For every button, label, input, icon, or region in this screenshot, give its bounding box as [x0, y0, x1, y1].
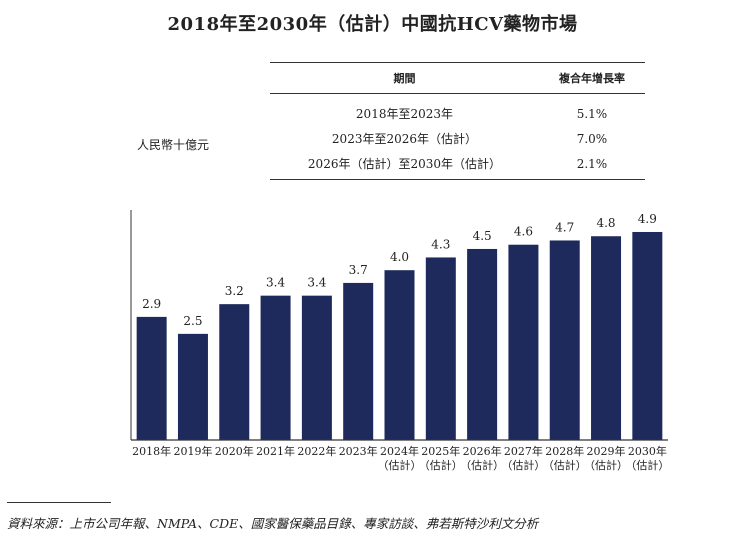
bar — [425, 257, 456, 440]
bar — [384, 270, 415, 440]
x-tick-label: 2019年 — [173, 444, 212, 458]
bar-chart: 2.9 2018年 2.5 2019年 3.2 2020年 3.4 2021年 3.4 2022年… — [130, 210, 669, 472]
x-tick-label: 2020年 — [215, 444, 254, 458]
bar — [301, 295, 332, 440]
x-tick-label: （估計） — [378, 458, 422, 472]
bar — [177, 333, 208, 440]
data-label: 3.7 — [349, 263, 368, 277]
bar — [549, 240, 580, 440]
x-tick-label: （估計） — [584, 458, 628, 472]
bar — [219, 304, 250, 440]
x-tick-label: （估計） — [625, 458, 669, 472]
x-tick-label: 2025年 — [421, 444, 460, 458]
cagr-row: 2026年（估計）至2030年（估計） 2.1% — [270, 151, 645, 180]
bar — [508, 244, 539, 440]
cagr-row: 2023年至2026年（估計） 7.0% — [270, 126, 645, 151]
data-label: 3.2 — [225, 284, 244, 298]
x-tick-label: 2026年 — [463, 444, 502, 458]
cagr-period: 2026年（估計）至2030年（估計） — [270, 151, 539, 180]
cagr-table: 期間 複合年增長率 2018年至2023年 5.1% 2023年至2026年（估… — [270, 62, 645, 180]
bar — [632, 231, 663, 440]
y-axis-unit-label: 人民幣十億元 — [137, 138, 210, 152]
cagr-row: 2018年至2023年 5.1% — [270, 94, 645, 127]
x-tick-label: 2027年 — [504, 444, 543, 458]
cagr-rate: 5.1% — [576, 106, 608, 121]
data-label: 4.9 — [638, 212, 657, 226]
x-tick-label: 2018年 — [132, 444, 171, 458]
bar — [136, 316, 167, 440]
cagr-period: 2018年至2023年 — [355, 107, 454, 121]
source-note: 資料來源：上市公司年報、NMPA、CDE、國家醫保藥品目錄、專家訪談、弗若斯特沙… — [7, 516, 539, 531]
data-label: 4.0 — [390, 250, 409, 264]
x-tick-label: （估計） — [419, 458, 463, 472]
data-label: 2.9 — [142, 297, 161, 311]
data-label: 4.3 — [431, 237, 450, 251]
data-label: 2.5 — [183, 314, 202, 328]
cagr-header-rate: 複合年增長率 — [538, 62, 645, 94]
cagr-rate: 2.1% — [538, 151, 645, 180]
data-label: 4.8 — [596, 216, 615, 230]
x-tick-label: 2023年 — [339, 444, 378, 458]
cagr-header-row: 期間 複合年增長率 — [270, 62, 645, 94]
x-tick-label: 2030年 — [628, 444, 667, 458]
chart-title: 2018年至2030年（估計）中國抗HCV藥物市場 — [167, 14, 578, 35]
data-label: 4.7 — [555, 220, 574, 234]
bar — [467, 248, 498, 440]
x-tick-label: （估計） — [501, 458, 545, 472]
data-label: 4.6 — [514, 225, 533, 239]
bar — [260, 295, 291, 440]
source-divider — [7, 502, 111, 503]
x-tick-label: 2028年 — [545, 444, 584, 458]
cagr-period: 2023年至2026年（估計） — [331, 132, 478, 146]
x-tick-label: 2021年 — [256, 444, 295, 458]
data-label: 3.4 — [307, 276, 326, 290]
x-tick-label: （估計） — [543, 458, 587, 472]
x-tick-label: 2022年 — [297, 444, 336, 458]
x-tick-label: （估計） — [460, 458, 504, 472]
x-tick-label: 2024年 — [380, 444, 419, 458]
bar — [343, 282, 374, 440]
data-label: 3.4 — [266, 276, 285, 290]
x-tick-label: 2029年 — [587, 444, 626, 458]
cagr-header-period: 期間 — [270, 62, 539, 94]
data-label: 4.5 — [473, 229, 492, 243]
bar — [591, 236, 622, 440]
cagr-rate: 7.0% — [576, 131, 608, 146]
